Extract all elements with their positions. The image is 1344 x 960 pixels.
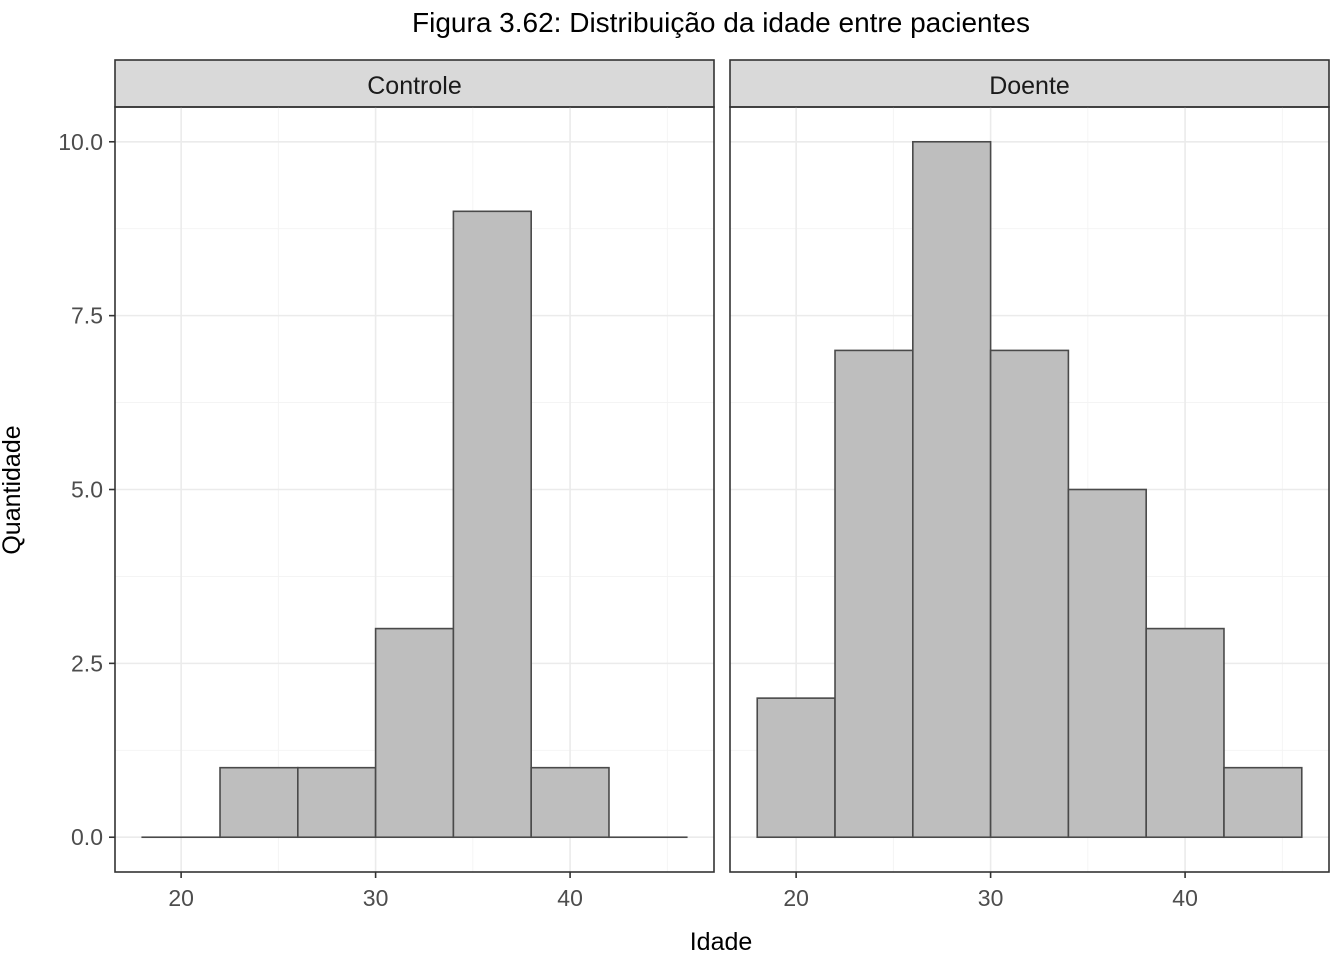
x-tick-label: 40 [557,885,583,911]
y-tick-label: 5.0 [71,477,103,503]
histogram-bars [141,210,688,839]
y-tick-label: 7.5 [71,303,103,329]
panel-border [729,106,1330,873]
panel-doente: Doente 20 30 40 [729,59,1330,911]
y-axis-title: Quantidade [0,425,26,554]
panels-layer: Controle 20 30 40 Doente 20 30 40 [114,59,1330,911]
y-tick-label: 2.5 [71,650,103,676]
facet-strip-label: Doente [989,72,1070,100]
x-tick-label: 40 [1172,885,1198,911]
chart-title: Figura 3.62: Distribuição da idade entre… [412,7,1030,38]
histogram-bars [756,140,1303,839]
facet-strip [729,59,1330,108]
histogram-bar [756,697,836,839]
y-tick-label: 10.0 [58,129,103,155]
histogram-bar [530,766,610,839]
histogram-bar [1145,627,1225,839]
histogram-bar [297,766,377,839]
histogram-bar [1067,488,1147,839]
facet-strip [114,59,715,108]
x-tick-label: 30 [978,885,1004,911]
histogram-bar [219,766,299,839]
x-axis: 20 30 40 [783,872,1198,911]
histogram-bar [989,349,1070,839]
x-tick-label: 30 [363,885,389,911]
panel-controle: Controle 20 30 40 [114,59,715,911]
histogram-bar [374,627,455,839]
histogram-bar [452,210,532,839]
x-tick-label: 20 [168,885,194,911]
histogram-bar [912,140,992,839]
facet-strip-label: Controle [367,72,462,100]
histogram-bar [834,349,914,839]
y-tick-label: 0.0 [71,824,103,850]
x-axis-title: Idade [690,928,753,956]
y-axis: 0.0 2.5 5.0 7.5 10.0 [58,129,115,850]
x-tick-label: 20 [783,885,809,911]
histogram-bar [1223,766,1303,839]
x-axis: 20 30 40 [168,872,583,911]
